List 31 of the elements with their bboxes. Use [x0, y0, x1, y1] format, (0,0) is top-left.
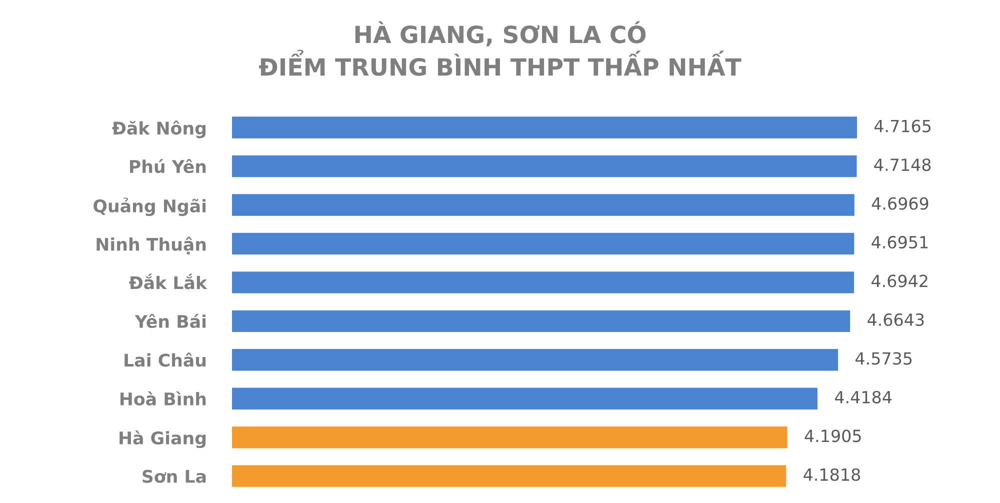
bar: [232, 155, 857, 178]
y-tick-label: Đăk Nông: [112, 120, 206, 138]
bar: [232, 349, 838, 371]
bar: [232, 232, 854, 255]
y-tick-label: Đắk Lắk: [129, 274, 208, 290]
bar: [232, 310, 850, 332]
data-label: 4.6942: [872, 274, 928, 288]
bar: [232, 388, 818, 410]
bar: [232, 116, 857, 138]
data-label: 4.6951: [872, 236, 928, 249]
y-tick-label: Quảng Ngãi: [94, 198, 206, 216]
bar: [232, 426, 788, 448]
data-label: 4.6643: [868, 313, 924, 326]
y-tick-label: Lai Châu: [124, 352, 206, 367]
data-label: 4.5735: [856, 352, 912, 365]
data-label: 4.7148: [874, 158, 931, 172]
y-tick-label: Phú Yên: [130, 158, 206, 174]
y-tick-label: Ninh Thuận: [96, 236, 206, 254]
y-tick-label: Yên Bái: [134, 314, 206, 328]
data-label: 4.1818: [804, 468, 860, 481]
data-label: 4.6969: [872, 197, 928, 210]
chart-title: HÀ GIANG, SƠN LA CÓ ĐIỂM TRUNG BÌNH THPT THẤP NHẤT: [258, 21, 742, 76]
data-label: 4.7165: [874, 120, 931, 132]
y-tick-label: Hà Giang: [120, 430, 206, 448]
y-tick-label: Hoà Bình: [120, 391, 206, 406]
data-label: 4.1905: [804, 430, 861, 442]
data-label: 4.4184: [834, 390, 892, 404]
bar: [232, 194, 854, 216]
bar: [232, 465, 786, 487]
y-tick-label: Sơn La: [142, 470, 206, 483]
bar: [232, 272, 854, 294]
